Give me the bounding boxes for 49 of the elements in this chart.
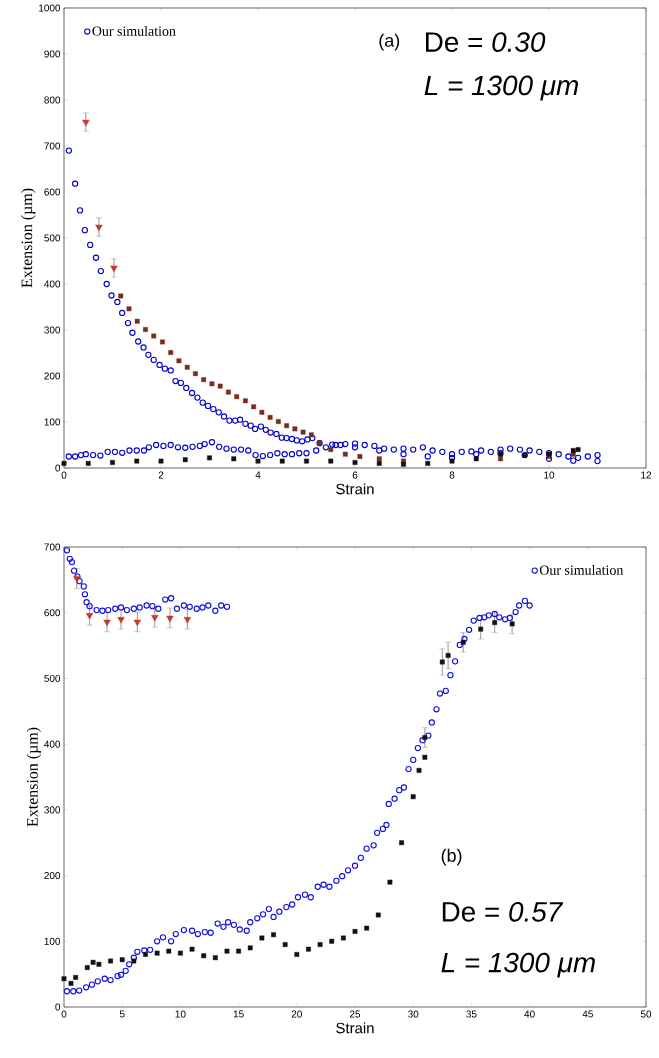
x-tick-label: 8: [449, 471, 455, 479]
x-tick-label: 12: [641, 471, 652, 479]
y-tick-label: 200: [44, 872, 61, 880]
x-tick-label: 5: [119, 1010, 125, 1018]
legend-label: Our simulation: [539, 564, 624, 575]
x-tick-label: 6: [352, 471, 358, 479]
y-tick-label: 600: [44, 188, 61, 196]
legend-label: Our simulation: [92, 25, 176, 36]
y-axis-title: Extension (µm): [21, 188, 36, 288]
y-tick-label: 1000: [39, 4, 61, 12]
y-tick-label: 100: [44, 418, 61, 426]
x-tick-label: 4: [255, 471, 261, 479]
x-axis-title: Strain: [336, 483, 374, 495]
x-tick-label: 50: [640, 1010, 652, 1018]
y-tick-label: 0: [55, 464, 61, 472]
x-tick-label: 2: [158, 471, 164, 479]
y-tick-label: 100: [44, 937, 61, 945]
x-tick-label: 10: [175, 1010, 186, 1018]
x-tick-label: 25: [349, 1010, 361, 1018]
x-tick-label: 15: [233, 1010, 244, 1018]
y-tick-label: 200: [44, 372, 61, 380]
y-tick-label: 300: [44, 806, 61, 814]
annotation: (a): [379, 33, 400, 51]
annotation: De = 0.57: [442, 901, 564, 922]
annotation: L = 1300 μm: [424, 75, 579, 101]
annotation: L = 1300 μm: [441, 952, 595, 978]
x-tick-label: 10: [544, 471, 555, 479]
y-tick-label: 300: [44, 326, 61, 334]
x-axis-title: Strain: [336, 1022, 374, 1034]
x-tick-label: 40: [524, 1010, 535, 1018]
y-tick-label: 500: [44, 674, 61, 682]
x-tick-label: 45: [582, 1010, 593, 1018]
x-tick-label: 0: [61, 471, 67, 479]
y-tick-label: 800: [44, 96, 61, 104]
x-tick-label: 0: [61, 1010, 67, 1018]
y-tick-label: 400: [44, 280, 61, 288]
y-tick-label: 0: [55, 1003, 61, 1011]
y-tick-label: 500: [44, 234, 61, 242]
y-tick-label: 700: [44, 142, 61, 150]
x-tick-label: 30: [408, 1010, 419, 1018]
x-tick-label: 20: [291, 1010, 302, 1018]
y-tick-label: 700: [44, 543, 61, 551]
y-axis-title: Extension (µm): [26, 727, 42, 827]
y-tick-label: 900: [44, 50, 61, 58]
x-tick-label: 35: [466, 1010, 477, 1018]
annotation: De = 0.30: [425, 32, 546, 52]
y-tick-label: 600: [44, 609, 61, 617]
annotation: (b): [441, 848, 462, 866]
y-tick-label: 400: [44, 740, 61, 748]
